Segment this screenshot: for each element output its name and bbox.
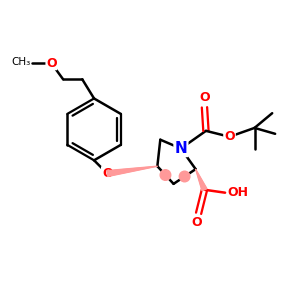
- Text: O: O: [199, 91, 210, 104]
- Text: CH₃: CH₃: [11, 57, 31, 67]
- Text: N: N: [175, 141, 187, 156]
- Polygon shape: [107, 166, 158, 176]
- Polygon shape: [196, 169, 207, 191]
- Text: OH: OH: [227, 186, 248, 199]
- Text: O: O: [192, 216, 203, 229]
- Circle shape: [179, 171, 190, 182]
- Text: O: O: [46, 57, 57, 70]
- Text: O: O: [102, 167, 112, 180]
- Text: O: O: [224, 130, 235, 143]
- Circle shape: [160, 170, 171, 180]
